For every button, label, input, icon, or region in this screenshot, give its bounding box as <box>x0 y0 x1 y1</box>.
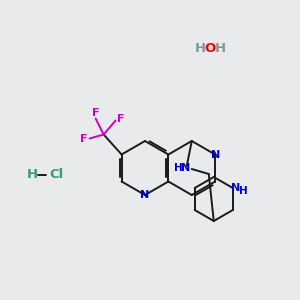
Text: H: H <box>214 41 226 55</box>
Text: F: F <box>117 113 124 124</box>
Text: H: H <box>26 169 38 182</box>
Text: N: N <box>211 149 220 160</box>
Text: H: H <box>174 163 183 173</box>
Text: H: H <box>239 186 248 196</box>
Text: Cl: Cl <box>49 169 63 182</box>
Text: N: N <box>231 183 240 193</box>
Text: N: N <box>140 190 150 200</box>
Text: F: F <box>80 134 87 143</box>
Text: N: N <box>181 163 190 173</box>
Text: H: H <box>194 41 206 55</box>
Text: O: O <box>204 41 216 55</box>
Text: F: F <box>92 107 99 118</box>
